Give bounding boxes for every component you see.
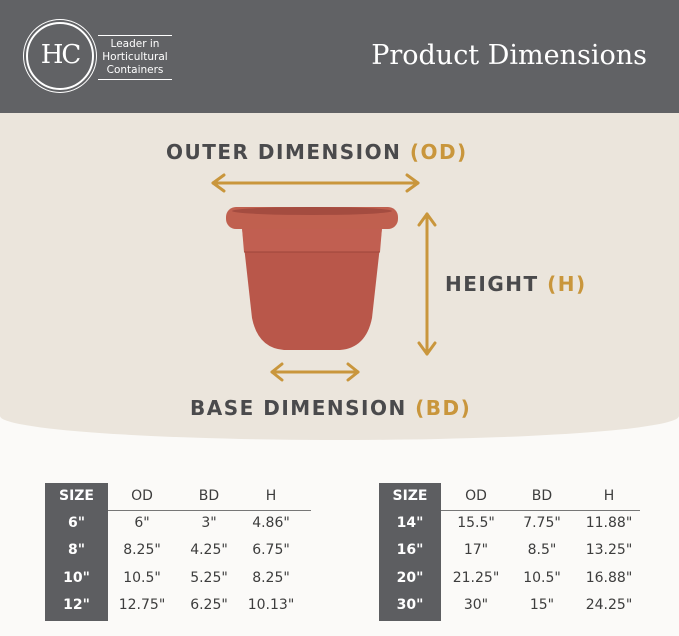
column-header: SIZE xyxy=(58,488,94,504)
tagline-line: Containers xyxy=(106,64,164,76)
pot-illustration xyxy=(226,207,398,350)
header-divider xyxy=(108,510,311,511)
size-column xyxy=(45,483,108,621)
size-cell: 30" xyxy=(396,596,424,613)
dimension-cell: 16.88" xyxy=(585,569,633,586)
dimension-cell: 10.5" xyxy=(523,569,561,586)
dimension-cell: 13.25" xyxy=(585,542,633,559)
dimension-cell: 12.75" xyxy=(118,596,166,613)
dimension-cell: 5.25" xyxy=(190,569,228,586)
size-cell: 10" xyxy=(63,569,90,586)
dimension-cell: 11.88" xyxy=(585,515,633,531)
tagline-line: Leader in xyxy=(110,38,160,50)
page-title: Product Dimensions xyxy=(371,40,647,71)
dimension-cell: 30" xyxy=(463,596,489,613)
base-dimension-label: BASE DIMENSION (BD) xyxy=(190,396,472,420)
dimension-cell: 4.25" xyxy=(190,542,228,559)
size-cell: 6" xyxy=(67,515,86,531)
height-label: HEIGHT (H) xyxy=(445,272,587,296)
base-dimension-arrow xyxy=(270,362,360,382)
dimension-cell: 15" xyxy=(529,596,555,613)
dimension-cell: 3" xyxy=(201,515,217,531)
column-header: OD xyxy=(131,488,153,504)
logo-text: HC xyxy=(40,40,82,70)
dimension-cell: 6.75" xyxy=(252,542,290,559)
dimension-cell: 10.13" xyxy=(247,596,295,613)
dimension-cell: 8.5" xyxy=(527,542,557,559)
column-header: H xyxy=(265,488,277,504)
dimension-cell: 7.75" xyxy=(523,515,561,531)
size-cell: 16" xyxy=(396,542,424,559)
tagline: Leader in Horticultural Containers xyxy=(98,35,172,80)
dimension-cell: 6" xyxy=(134,515,150,531)
dimension-cell: 10.5" xyxy=(123,569,161,586)
column-header: BD xyxy=(531,488,553,504)
size-cell: 12" xyxy=(63,596,90,613)
tagline-line: Horticultural xyxy=(102,51,168,63)
size-cell: 8" xyxy=(67,542,86,559)
column-header: H xyxy=(603,488,615,504)
outer-dimension-arrow xyxy=(211,173,420,193)
hc-logo: HC xyxy=(26,22,94,90)
dimension-cell: 21.25" xyxy=(452,569,500,586)
column-header: OD xyxy=(465,488,487,504)
dimension-cell: 15.5" xyxy=(457,515,495,531)
outer-dimension-label: OUTER DIMENSION (OD) xyxy=(166,140,468,164)
column-header: BD xyxy=(198,488,220,504)
dimension-cell: 8.25" xyxy=(123,542,161,559)
dimension-cell: 17" xyxy=(463,542,489,559)
header-divider xyxy=(441,510,640,511)
height-arrow xyxy=(417,212,437,356)
dimension-cell: 6.25" xyxy=(190,596,228,613)
size-column xyxy=(379,483,441,621)
dimension-cell: 4.86" xyxy=(252,515,290,531)
dimension-cell: 8.25" xyxy=(252,569,290,586)
dimension-cell: 24.25" xyxy=(585,596,633,613)
size-cell: 20" xyxy=(396,569,424,586)
size-cell: 14" xyxy=(396,515,424,531)
header-banner: HC Leader in Horticultural Containers Pr… xyxy=(0,0,679,113)
column-header: SIZE xyxy=(392,488,428,504)
